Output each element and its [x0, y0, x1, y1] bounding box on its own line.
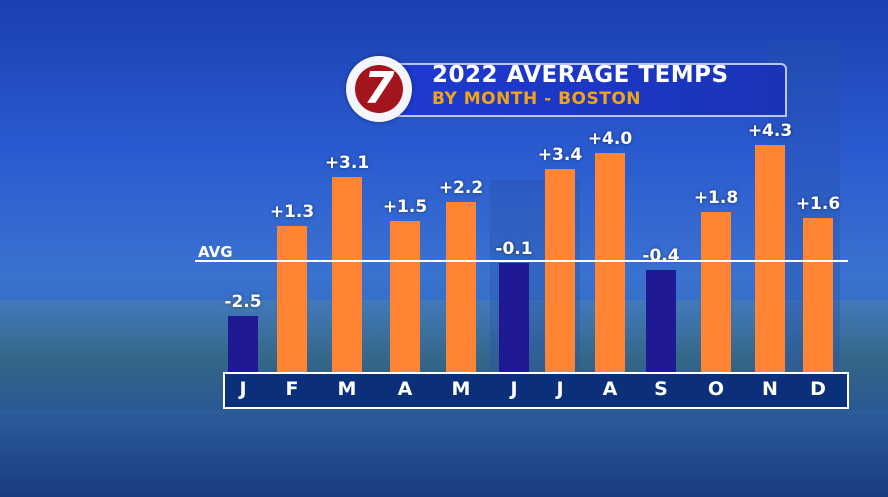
- month-label: O: [707, 378, 725, 400]
- bar-2: [332, 177, 362, 372]
- value-label: +3.4: [537, 145, 583, 166]
- bar-8: [646, 269, 676, 372]
- month-label: D: [810, 378, 826, 400]
- value-label: +1.5: [382, 196, 428, 217]
- bar-5: [499, 263, 529, 372]
- month-label: N: [762, 378, 778, 400]
- value-label: +4.3: [747, 120, 793, 141]
- bar-7: [595, 153, 625, 372]
- logo-text: 7: [355, 65, 403, 113]
- bar-0: [228, 316, 258, 372]
- value-label: +1.6: [795, 193, 841, 214]
- month-label: J: [510, 378, 518, 400]
- month-label: A: [397, 378, 413, 400]
- average-label: AVG: [198, 243, 233, 261]
- month-label: S: [654, 378, 668, 400]
- value-label: -0.1: [495, 239, 533, 260]
- month-label: M: [451, 378, 471, 400]
- bar-10: [755, 144, 785, 372]
- bar-6: [545, 169, 575, 372]
- chart-title: 2022 AVERAGE TEMPS: [432, 62, 729, 88]
- channel-7-logo: 7: [346, 56, 412, 122]
- value-label: +4.0: [587, 129, 633, 149]
- background-water: [0, 410, 888, 497]
- bar-4: [446, 201, 476, 372]
- month-label: F: [285, 378, 299, 400]
- value-label: +3.1: [324, 153, 370, 174]
- bar-11: [803, 217, 833, 372]
- month-label: J: [556, 378, 564, 400]
- value-label: +1.3: [269, 201, 315, 222]
- bar-3: [390, 220, 420, 372]
- title-banner: [395, 63, 787, 117]
- value-label: -2.5: [224, 292, 262, 312]
- value-label: -0.4: [642, 245, 680, 266]
- value-label: +2.2: [438, 177, 484, 198]
- bar-9: [701, 212, 731, 372]
- month-label: A: [602, 378, 618, 400]
- month-axis-box: [223, 372, 849, 409]
- bar-1: [277, 225, 307, 372]
- chart-subtitle: BY MONTH - BOSTON: [432, 89, 641, 109]
- month-label: M: [337, 378, 357, 400]
- value-label: +1.8: [693, 188, 739, 209]
- average-line: [195, 260, 848, 262]
- month-label: J: [239, 378, 247, 400]
